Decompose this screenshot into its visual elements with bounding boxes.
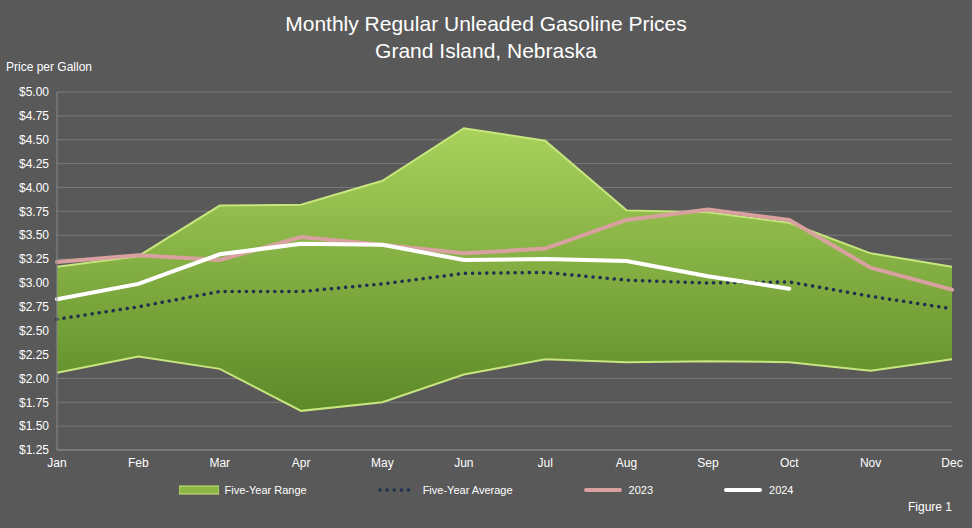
svg-text:$4.25: $4.25 (19, 157, 49, 171)
svg-text:Nov: Nov (860, 456, 881, 470)
html-text:2023: 2023 (628, 484, 653, 496)
svg-text:$4.75: $4.75 (19, 109, 49, 123)
svg-text:$2.50: $2.50 (19, 324, 49, 338)
svg-text:Feb: Feb (128, 456, 149, 470)
svg-text:Dec: Dec (941, 456, 962, 470)
svg-text:Jun: Jun (454, 456, 473, 470)
svg-text:$3.75: $3.75 (19, 205, 49, 219)
html-text:Five-Year Range: Five-Year Range (224, 484, 307, 496)
svg-text:$2.75: $2.75 (19, 300, 49, 314)
svg-text:Mar: Mar (209, 456, 230, 470)
svg-text:$5.00: $5.00 (19, 85, 49, 99)
svg-text:$1.50: $1.50 (19, 419, 49, 433)
svg-text:$4.50: $4.50 (19, 133, 49, 147)
html-text:Figure 1: Figure 1 (908, 500, 952, 514)
svg-text:$2.00: $2.00 (19, 372, 49, 386)
svg-text:Oct: Oct (780, 456, 799, 470)
svg-text:$4.00: $4.00 (19, 181, 49, 195)
svg-text:Aug: Aug (616, 456, 637, 470)
svg-text:May: May (371, 456, 394, 470)
html-text:Grand Island, Nebraska: Grand Island, Nebraska (375, 39, 597, 62)
html-text:Five-Year Average: Five-Year Average (422, 484, 513, 496)
svg-text:$2.25: $2.25 (19, 348, 49, 362)
svg-text:$3.50: $3.50 (19, 228, 49, 242)
html-text:Monthly Regular Unleaded Gasol: Monthly Regular Unleaded Gasoline Prices (285, 12, 687, 35)
svg-text:Jan: Jan (47, 456, 66, 470)
svg-text:$1.75: $1.75 (19, 396, 49, 410)
svg-text:$3.25: $3.25 (19, 252, 49, 266)
html-text:Price per Gallon: Price per Gallon (6, 60, 92, 74)
svg-text:$1.25: $1.25 (19, 443, 49, 457)
html-text:2024: 2024 (769, 484, 794, 496)
svg-text:$3.00: $3.00 (19, 276, 49, 290)
svg-text:Sep: Sep (697, 456, 719, 470)
svg-text:Apr: Apr (292, 456, 311, 470)
svg-text:Jul: Jul (538, 456, 553, 470)
